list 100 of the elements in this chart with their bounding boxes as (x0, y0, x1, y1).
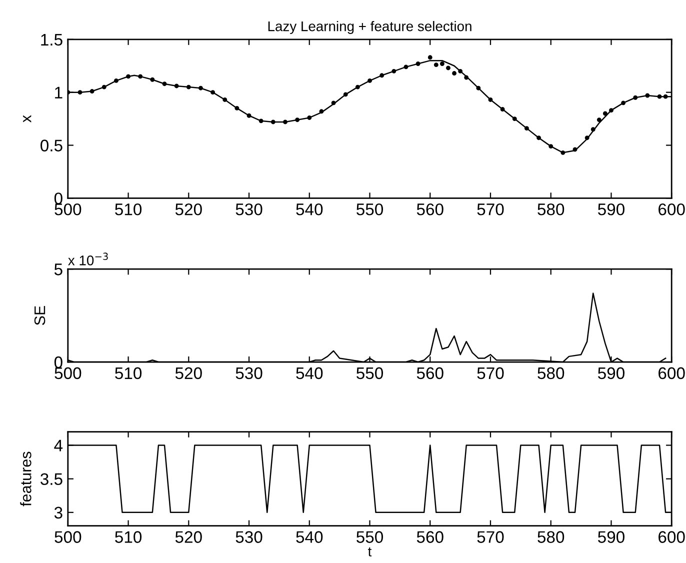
x-tick-label: 530 (236, 203, 262, 216)
point (452, 71, 456, 76)
x-tick-label: 590 (598, 203, 624, 216)
x-tick-label: 520 (175, 367, 202, 380)
point (621, 100, 626, 106)
x-tick-label: 570 (477, 203, 504, 216)
point (464, 75, 469, 80)
point (380, 73, 384, 78)
point (446, 66, 450, 70)
y-tick-label: 0 (54, 192, 62, 204)
point (500, 107, 505, 112)
point (210, 90, 216, 95)
point (434, 62, 438, 68)
x-tick-label: 600 (658, 367, 685, 380)
point (234, 106, 240, 110)
point (572, 147, 578, 152)
x-tick-label: 520 (175, 531, 202, 543)
point (186, 84, 191, 90)
x-tick-label: 510 (115, 203, 142, 216)
point (633, 95, 638, 100)
point (78, 90, 82, 95)
point (102, 84, 106, 90)
x-tick-label: 580 (538, 203, 564, 216)
point (150, 77, 155, 82)
point (488, 98, 493, 102)
x-tick-label: 510 (115, 531, 142, 543)
y-tick-label: 4 (54, 440, 63, 452)
point (162, 82, 167, 86)
point (458, 68, 463, 74)
x-tick-label: 510 (115, 367, 142, 380)
point (283, 120, 288, 124)
y-axis-title: x (23, 115, 32, 122)
x-tick-label: 530 (236, 367, 262, 380)
point (645, 93, 650, 98)
point (258, 118, 264, 124)
point (590, 127, 596, 132)
point (584, 136, 590, 140)
point (440, 62, 444, 66)
x-tick-label: 540 (296, 531, 323, 543)
point (404, 64, 408, 70)
point (90, 89, 94, 94)
point (355, 84, 360, 90)
point (392, 68, 396, 74)
point (548, 144, 554, 149)
x-tick-label: 560 (416, 367, 444, 380)
point (174, 84, 179, 88)
point (657, 94, 662, 99)
y-tick-label: 5 (54, 264, 62, 276)
y-axis-title: features (20, 452, 32, 506)
x-tick-label: 560 (416, 203, 444, 216)
point (560, 150, 566, 155)
point (319, 109, 324, 114)
x-tick-label: 550 (356, 203, 384, 216)
x-tick-label: 590 (598, 367, 624, 380)
point (246, 113, 252, 118)
x-tick-label: 570 (477, 367, 504, 380)
x-tick-label: 560 (416, 531, 444, 543)
point (307, 116, 312, 120)
point (602, 111, 608, 116)
point (222, 98, 228, 102)
y-tick-label: 3.5 (40, 473, 62, 486)
point (126, 74, 131, 79)
y-tick-label: 0.5 (40, 140, 62, 152)
point (416, 62, 420, 66)
point (138, 74, 143, 79)
y-axis-title: SE (34, 306, 46, 326)
y-tick-label: 1 (55, 86, 62, 98)
point (428, 55, 432, 60)
point (114, 78, 118, 83)
point (512, 116, 517, 122)
x-tick-label: 600 (658, 531, 685, 543)
x-tick-label: 570 (477, 531, 504, 543)
x-tick-label: 500 (54, 531, 82, 543)
x-tick-label: 600 (658, 203, 685, 216)
x-tick-label: 540 (296, 203, 323, 216)
point (524, 126, 529, 131)
point (663, 94, 668, 99)
chart-title: Lazy Learning + feature selection (268, 21, 472, 34)
x-tick-label: 550 (356, 531, 384, 543)
point (270, 120, 276, 124)
x-tick-label: 530 (236, 531, 262, 543)
x-tick-label: 500 (54, 203, 82, 216)
point (343, 92, 348, 97)
x-tick-label: 580 (538, 531, 564, 543)
y-tick-label: 3 (54, 506, 62, 519)
point (198, 86, 203, 90)
x-tick-label: 590 (598, 531, 624, 543)
x-tick-label: 550 (356, 367, 384, 380)
point (368, 78, 372, 83)
x-tick-label: 580 (538, 367, 564, 380)
x-axis-title: t (368, 547, 372, 556)
point (476, 86, 481, 90)
x-tick-label: 540 (296, 367, 323, 380)
point (596, 118, 602, 122)
point (536, 136, 542, 140)
x-tick-label: 500 (54, 367, 82, 380)
point (331, 100, 336, 106)
point (609, 108, 614, 113)
point (295, 118, 300, 122)
x-tick-label: 520 (175, 203, 202, 216)
